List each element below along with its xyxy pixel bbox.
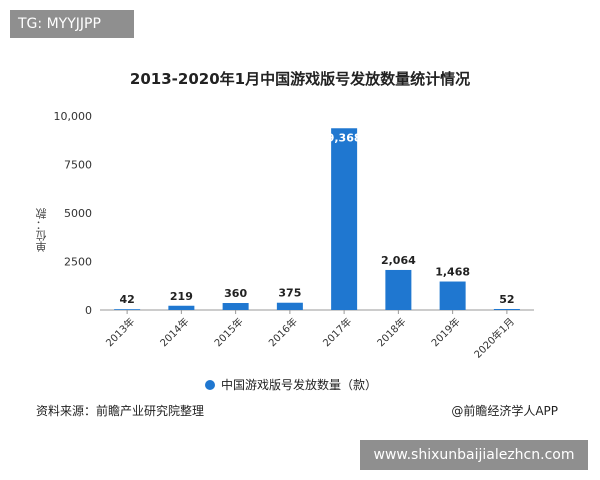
bar xyxy=(168,305,195,310)
bar-value-label: 2,064 xyxy=(381,254,416,267)
bar-value-label: 360 xyxy=(224,287,247,300)
bar xyxy=(114,309,141,310)
watermark-url: www.shixunbaijialezhcn.com xyxy=(360,440,588,470)
x-tick-label: 2019年 xyxy=(428,315,462,349)
y-tick-label: 10,000 xyxy=(54,110,93,123)
y-tick-label: 5000 xyxy=(64,207,92,220)
chart-title: 2013-2020年1月中国游戏版号发放数量统计情况 xyxy=(129,70,471,88)
bar xyxy=(276,302,303,310)
bar xyxy=(222,303,249,310)
bar-value-label: 375 xyxy=(278,287,301,300)
x-tick-label: 2018年 xyxy=(374,315,408,349)
bar-value-label: 42 xyxy=(119,293,134,306)
y-tick-label: 2500 xyxy=(64,256,92,269)
x-tick-label: 2014年 xyxy=(157,315,191,349)
bar-value-label: 9,368 xyxy=(327,131,362,144)
x-tick-label: 2016年 xyxy=(266,315,300,349)
x-tick-label: 2020年1月 xyxy=(471,315,517,361)
x-tick-label: 2013年 xyxy=(103,315,137,349)
y-tick-label: 0 xyxy=(85,304,92,317)
legend-swatch xyxy=(205,379,215,390)
bar xyxy=(493,308,520,310)
watermark-tag: TG: MYYJJPP xyxy=(10,10,134,38)
bar xyxy=(385,269,412,310)
y-tick-label: 7500 xyxy=(64,159,92,172)
bar-value-label: 52 xyxy=(499,293,514,306)
x-tick-label: 2015年 xyxy=(211,315,245,349)
bar-value-label: 1,468 xyxy=(435,266,470,279)
source-note: 资料来源：前瞻产业研究院整理 xyxy=(36,404,205,418)
legend: 中国游戏版号发放数量（款） xyxy=(205,376,377,393)
x-tick-label: 2017年 xyxy=(320,315,354,349)
legend-label: 中国游戏版号发放数量（款） xyxy=(221,378,378,392)
credit-note: @前瞻经济学人APP xyxy=(451,404,558,418)
bar xyxy=(439,281,466,310)
bar-value-label: 219 xyxy=(170,290,193,303)
bar xyxy=(331,128,358,310)
